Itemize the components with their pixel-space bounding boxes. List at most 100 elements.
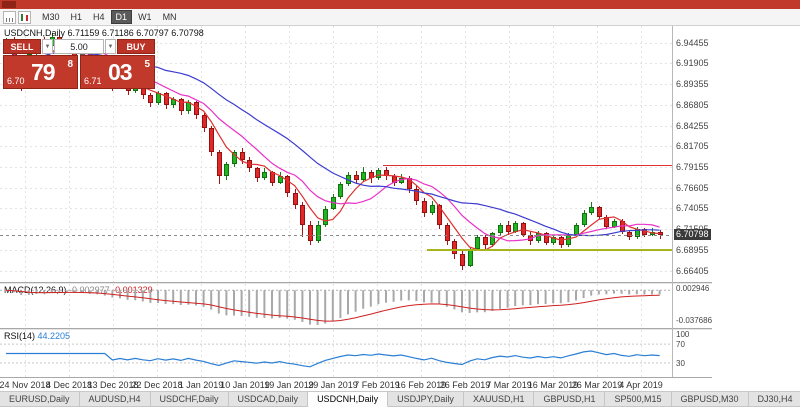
date-gridline	[553, 26, 554, 282]
candle	[285, 176, 291, 193]
candle	[612, 221, 617, 227]
price-axis-label: 6.86805	[676, 99, 709, 110]
support-line[interactable]	[426, 248, 672, 251]
timeframe-w1[interactable]: W1	[133, 10, 157, 24]
bar-chart-icon[interactable]	[3, 10, 16, 24]
price-axis-border[interactable]	[672, 26, 673, 377]
tab-gbpusd-h1[interactable]: GBPUSD,H1	[534, 392, 606, 407]
price-axis-label: 6.79155	[676, 161, 709, 172]
price-axis-label: 6.91905	[676, 58, 709, 69]
candle	[156, 93, 161, 104]
tab-eurusd-daily[interactable]: EURUSD,Daily	[0, 392, 80, 407]
date-gridline	[377, 26, 378, 282]
candle	[308, 225, 313, 242]
tab-usdcnh-daily[interactable]: USDCNH,Daily	[308, 392, 389, 407]
macd-pane: MACD(12,26,9) -0.002977 -0.001329 0.0029…	[0, 284, 712, 328]
date-gridline	[69, 284, 70, 328]
date-gridline	[597, 26, 598, 282]
date-gridline	[333, 26, 334, 282]
bid-point: 8	[67, 59, 73, 70]
app-menu-icon[interactable]	[2, 1, 16, 8]
price-axis-label: 6.89355	[676, 79, 709, 90]
ask-price-box[interactable]: 6.71 03 5	[80, 55, 155, 89]
timeframe-mn[interactable]: MN	[158, 10, 182, 24]
date-gridline	[113, 26, 114, 282]
rsi-axis-label: 100	[676, 330, 690, 339]
rsi-pane: RSI(14) 44.2205 100 70 30	[0, 330, 712, 377]
date-gridline	[289, 330, 290, 377]
tab-usdchf-daily[interactable]: USDCHF,Daily	[150, 392, 229, 407]
timeframe-h1[interactable]: H1	[66, 10, 88, 24]
candle	[543, 233, 549, 243]
price-gridline	[0, 208, 672, 210]
candle	[239, 151, 245, 161]
tab-audusd-h4[interactable]: AUDUSD,H4	[79, 392, 151, 407]
candle	[520, 223, 526, 235]
pane-separator[interactable]	[0, 282, 712, 284]
tab-dj30-h4[interactable]: DJ30,H4	[748, 392, 800, 407]
volume-dropdown-icon[interactable]: ▼	[105, 39, 116, 54]
candle	[627, 231, 633, 238]
current-price-tag: 6.70798	[674, 228, 711, 240]
rsi-svg	[0, 343, 672, 368]
tab-xauusd-h1[interactable]: XAUUSD,H1	[463, 392, 535, 407]
chart-tabs-bar: EURUSD,Daily AUDUSD,H4 USDCHF,Daily USDCAD,…	[0, 391, 800, 407]
date-axis-label: 4 Apr 2019	[619, 380, 663, 390]
price-gridline	[0, 63, 672, 65]
pane-separator[interactable]	[0, 328, 712, 330]
date-gridline	[289, 26, 290, 282]
candle	[376, 169, 382, 178]
macd-svg	[0, 289, 672, 325]
candle	[178, 99, 184, 112]
current-price-line	[0, 234, 672, 236]
tab-gbpusd-m30[interactable]: GBPUSD,M30	[671, 392, 749, 407]
price-gridline	[0, 270, 672, 272]
candlestick-chart-icon[interactable]	[18, 10, 31, 24]
rsi-axis-label: 70	[676, 340, 685, 350]
candle	[163, 93, 169, 105]
date-gridline	[201, 26, 202, 282]
date-gridline	[113, 330, 114, 377]
date-axis-label: 7 Mar 2019	[486, 380, 532, 390]
bid-price-box[interactable]: 6.70 79 8	[3, 55, 78, 89]
timeframe-d1[interactable]: D1	[110, 10, 133, 24]
sell-button[interactable]: SELL	[3, 39, 41, 54]
date-gridline	[201, 284, 202, 328]
date-gridline	[465, 330, 466, 377]
candle	[429, 204, 435, 213]
candle	[292, 192, 298, 205]
price-axis-label: 6.84255	[676, 120, 709, 131]
date-axis-label: 4 Dec 2018	[45, 380, 93, 390]
sell-dropdown-icon[interactable]: ▼	[42, 39, 53, 54]
tab-usdcad-daily[interactable]: USDCAD,Daily	[228, 392, 309, 407]
date-gridline	[553, 330, 554, 377]
candle	[498, 225, 503, 234]
candle	[589, 207, 595, 213]
date-axis[interactable]: 24 Nov 2018 4 Dec 2018 13 Dec 2018 22 Dec 2…	[0, 377, 712, 391]
candle	[482, 237, 488, 246]
resistance-line[interactable]	[383, 165, 672, 167]
volume-input[interactable]	[54, 39, 104, 54]
candle	[277, 176, 283, 183]
candle	[437, 204, 443, 226]
candle	[338, 184, 344, 197]
timeframe-h4[interactable]: H4	[88, 10, 110, 24]
price-gridline	[0, 104, 672, 106]
buy-button[interactable]: BUY	[117, 39, 155, 54]
one-click-trading-panel: SELL ▼ ▼ BUY 6.70 79 8 6.71 03 5	[3, 39, 155, 89]
date-axis-label: 10 Jan 2019	[220, 380, 270, 390]
candle	[201, 115, 207, 128]
date-gridline	[333, 330, 334, 377]
date-gridline	[509, 26, 510, 282]
tab-usdjpy-daily[interactable]: USDJPY,Daily	[388, 392, 464, 407]
date-axis-label: 19 Jan 2019	[264, 380, 314, 390]
date-axis-label: 16 Mar 2019	[527, 380, 579, 390]
price-chart-pane: USDCNH,Daily 6.71159 6.71186 6.70797 6.7…	[0, 26, 712, 282]
timeframe-m30[interactable]: M30	[37, 10, 65, 24]
price-gridline	[0, 125, 672, 127]
date-gridline	[421, 284, 422, 328]
candle	[353, 174, 359, 181]
date-gridline	[465, 284, 466, 328]
candle	[300, 204, 306, 226]
tab-sp500-m15[interactable]: SP500,M15	[605, 392, 672, 407]
